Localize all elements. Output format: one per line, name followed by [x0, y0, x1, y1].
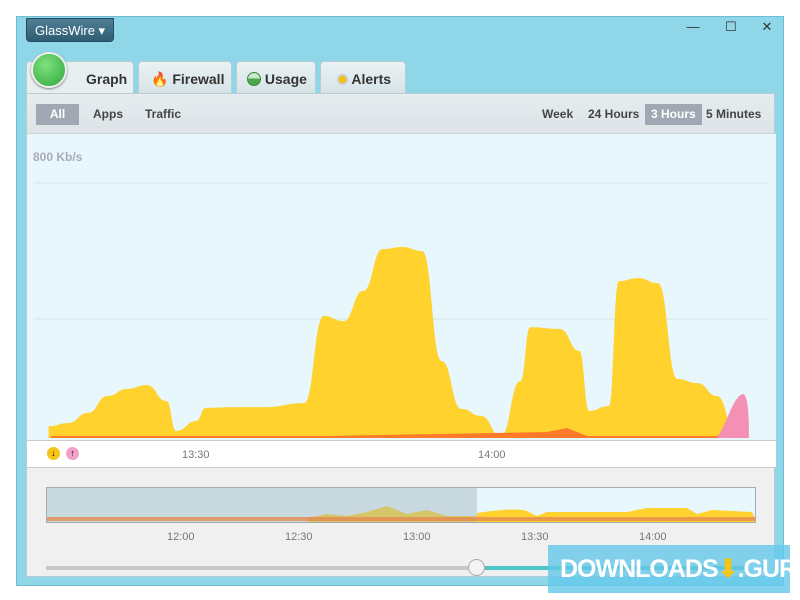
range-week[interactable]: Week	[542, 107, 574, 121]
filter-traffic[interactable]: Traffic	[145, 107, 182, 121]
filter-apps[interactable]: Apps	[93, 107, 123, 121]
graph-panel: All Apps Traffic Week 24 Hours 3 Hours 5…	[26, 93, 776, 577]
minimize-button[interactable]: —	[686, 19, 700, 34]
timeline-tick: 12:00	[167, 531, 195, 543]
timeline-scrollbar-track[interactable]	[46, 566, 476, 570]
time-axis: ↓ ↑ 13:30 14:00	[27, 440, 776, 468]
x-tick-1400: 14:00	[478, 449, 506, 461]
timeline-tick: 12:30	[285, 531, 313, 543]
download-arrow-icon[interactable]: ↓	[47, 447, 60, 460]
glasswire-menu-button[interactable]: GlassWire ▾	[26, 18, 115, 42]
close-button[interactable]: ✕	[761, 19, 773, 34]
filter-toolbar: All Apps Traffic Week 24 Hours 3 Hours 5…	[27, 94, 774, 134]
timeline-tick: 13:00	[403, 531, 431, 543]
upload-peak-area	[717, 394, 749, 438]
timeline-tick: 14:00	[639, 531, 667, 543]
downloads-guru-watermark: DOWNLOADS⬇.GURU	[548, 545, 800, 593]
download-area	[48, 246, 737, 438]
range-5-minutes[interactable]: 5 Minutes	[706, 107, 762, 121]
upload-area	[51, 428, 742, 438]
timeline-upload-band	[47, 517, 755, 521]
tab-usage[interactable]: Usage	[236, 61, 316, 94]
alert-pin-icon	[337, 74, 348, 85]
x-tick-1330: 13:30	[182, 449, 210, 461]
download-arrow-logo-icon: ⬇	[717, 555, 739, 583]
tab-graph[interactable]: Graph	[26, 52, 134, 95]
timeline-svg	[47, 506, 755, 522]
graph-svg	[34, 182, 767, 438]
maximize-button[interactable]: ☐	[725, 19, 737, 34]
traffic-graph[interactable]: 800 Kb/s	[27, 134, 776, 440]
upload-arrow-icon[interactable]: ↑	[66, 447, 79, 460]
tab-alerts[interactable]: Alerts	[320, 61, 406, 94]
glasswire-logo-icon	[31, 52, 67, 88]
range-24-hours[interactable]: 24 Hours	[588, 107, 640, 121]
app-window: GlassWire ▾ — ☐ ✕ Graph 🔥 Firewall Usage…	[16, 16, 784, 586]
range-3-hours[interactable]: 3 Hours	[645, 104, 702, 125]
tab-firewall[interactable]: 🔥 Firewall	[138, 61, 232, 94]
timeline-overview[interactable]	[46, 487, 756, 523]
timeline-left-handle[interactable]	[468, 559, 485, 576]
usage-pie-icon	[247, 72, 261, 86]
max-rate-label: 800 Kb/s	[33, 150, 83, 164]
flame-icon: 🔥	[151, 71, 169, 87]
timeline-tick: 13:30	[521, 531, 549, 543]
filter-all[interactable]: All	[36, 104, 79, 125]
